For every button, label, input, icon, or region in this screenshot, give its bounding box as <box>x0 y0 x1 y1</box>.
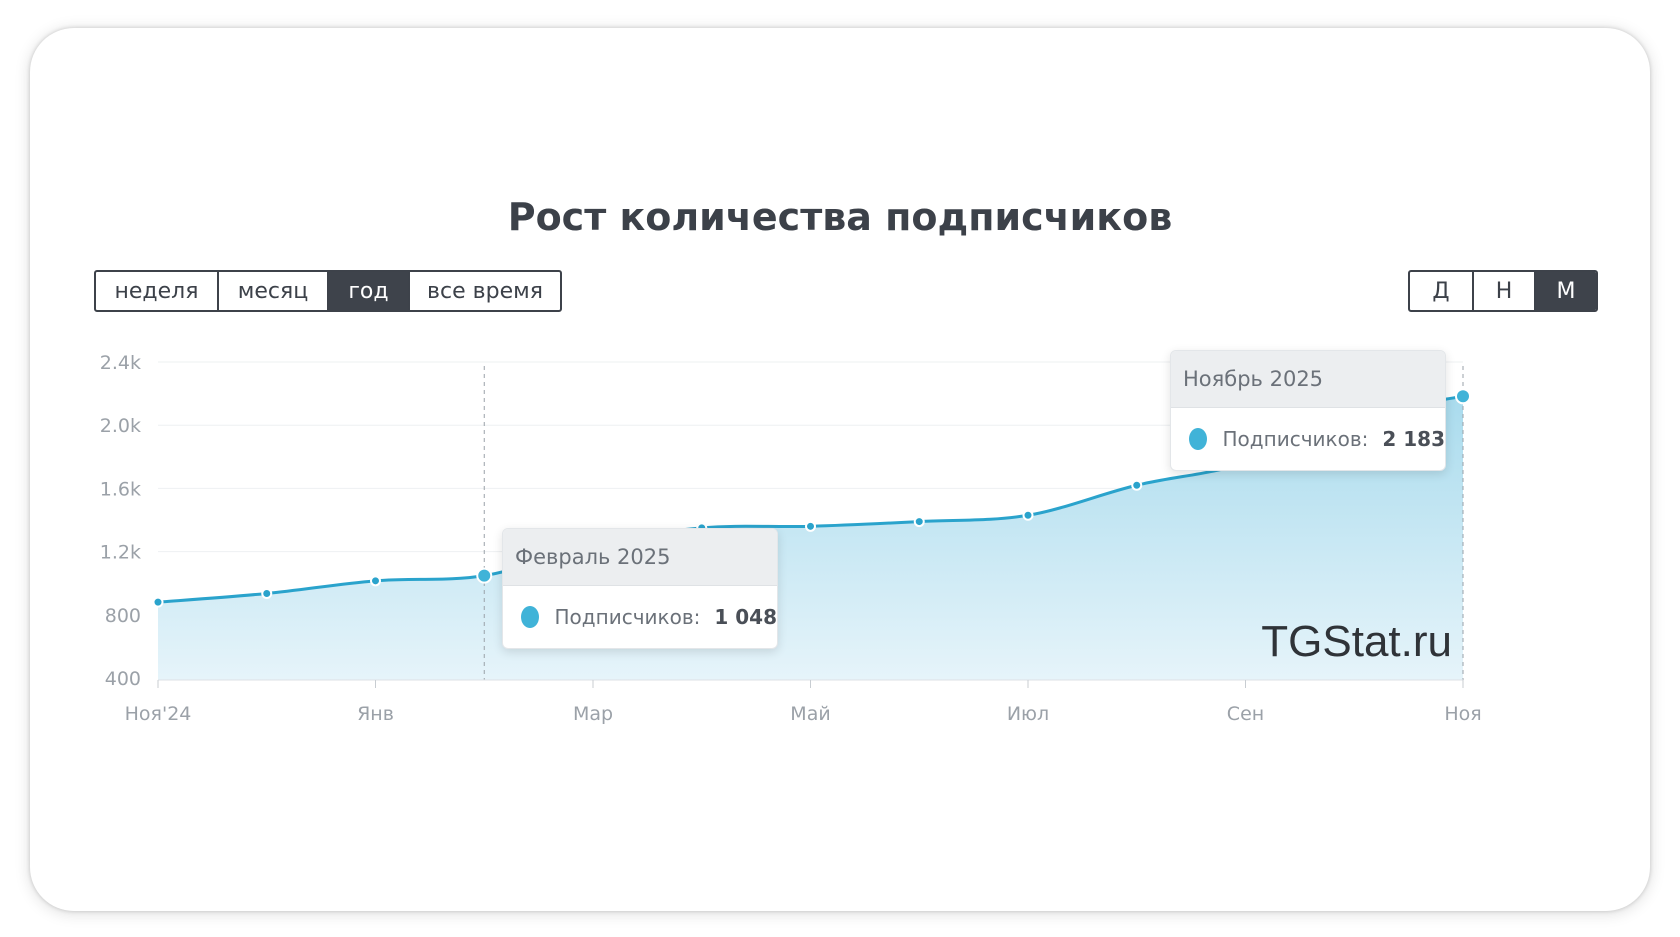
y-tick-label: 400 <box>105 668 141 690</box>
data-point[interactable] <box>1022 509 1034 521</box>
chart-area: 400 800 1.2k 1.6k 2.0k 2.4k Ноя'24 Янв Мар Май Июл… <box>100 352 1482 725</box>
data-point[interactable] <box>913 516 925 528</box>
highlighted-point[interactable] <box>476 567 493 584</box>
x-tick-label: Ноя'24 <box>125 703 192 725</box>
x-tick-label: Янв <box>357 703 394 725</box>
x-tick-label: Мар <box>573 703 613 725</box>
series-marker-icon <box>521 606 539 628</box>
tooltip-series-label: Подписчиков: <box>554 605 701 629</box>
data-point[interactable] <box>261 587 273 599</box>
x-tick-label: Май <box>790 703 830 725</box>
tooltip-series-label: Подписчиков: <box>1222 427 1369 451</box>
x-tick-label: Сен <box>1227 703 1264 725</box>
x-tick-label: Ноя <box>1444 703 1481 725</box>
chart-card: 400 800 1.2k 1.6k 2.0k 2.4k Ноя'24 Янв Мар Май Июл… <box>30 28 1650 911</box>
data-point[interactable] <box>1131 479 1143 491</box>
data-point[interactable] <box>152 596 164 608</box>
period-week-button[interactable]: неделя <box>114 278 199 304</box>
y-tick-label: 2.4k <box>100 352 141 374</box>
y-tick-label: 1.6k <box>100 478 141 500</box>
y-tick-label: 800 <box>105 605 141 627</box>
period-year-button[interactable]: год <box>327 272 408 310</box>
period-month-button[interactable]: месяц <box>217 272 327 310</box>
granularity-day-button[interactable]: Д <box>1432 278 1450 304</box>
tooltip-value: 2 183 <box>1382 427 1445 451</box>
chart-title: Рост количества подписчиков <box>507 195 1173 239</box>
data-point[interactable] <box>805 520 816 532</box>
series-marker-icon <box>1189 428 1207 450</box>
tooltip-november: Ноябрь 2025 Подписчиков: 2 183 <box>1170 350 1446 471</box>
y-tick-label: 2.0k <box>100 415 141 437</box>
tgstat-watermark: TGStat.ru <box>1261 617 1452 666</box>
granularity-selector: Д Н М <box>1408 270 1598 312</box>
x-tick-label: Июл <box>1007 703 1049 725</box>
period-selector: неделя месяц год все время <box>94 270 562 312</box>
tooltip-february: Февраль 2025 Подписчиков: 1 048 <box>502 528 778 649</box>
tooltip-value: 1 048 <box>714 605 777 629</box>
tooltip-header: Февраль 2025 <box>503 529 777 586</box>
period-all-time-button[interactable]: все время <box>408 272 560 310</box>
tooltip-header: Ноябрь 2025 <box>1171 351 1445 408</box>
y-tick-label: 1.2k <box>100 542 141 564</box>
granularity-month-button[interactable]: М <box>1534 272 1596 310</box>
data-point[interactable] <box>370 575 381 587</box>
granularity-week-button[interactable]: Н <box>1472 272 1534 310</box>
highlighted-point[interactable] <box>1455 388 1471 405</box>
